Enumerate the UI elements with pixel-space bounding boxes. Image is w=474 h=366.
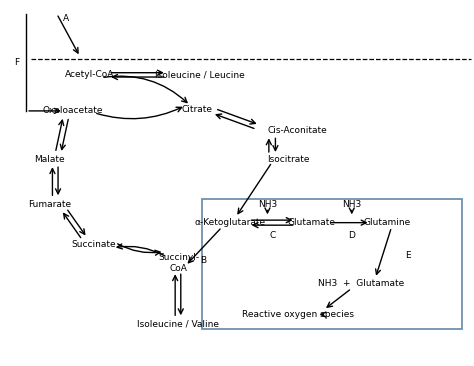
Text: D: D (348, 231, 355, 240)
Text: Reactive oxygen species: Reactive oxygen species (242, 310, 354, 319)
Text: NH3: NH3 (342, 200, 361, 209)
Text: C: C (269, 231, 275, 240)
Text: Glutamate: Glutamate (288, 218, 336, 227)
Text: A: A (63, 15, 69, 23)
Text: Isoleucine / Valine: Isoleucine / Valine (137, 319, 219, 328)
Text: NH3: NH3 (258, 200, 277, 209)
Text: F: F (14, 58, 19, 67)
Text: Malate: Malate (34, 155, 65, 164)
Text: Cis-Aconitate: Cis-Aconitate (267, 126, 327, 135)
Text: B: B (200, 256, 206, 265)
Text: Glutamine: Glutamine (363, 218, 410, 227)
Text: Oxaloacetate: Oxaloacetate (43, 107, 103, 115)
Text: Isocitrate: Isocitrate (267, 155, 310, 164)
Text: Citrate: Citrate (182, 105, 213, 113)
Text: Succinate: Succinate (72, 240, 117, 249)
Text: Succinyl-
CoA: Succinyl- CoA (158, 253, 199, 273)
Text: α-Ketoglutarate: α-Ketoglutarate (194, 218, 265, 227)
Text: Isoleucine / Leucine: Isoleucine / Leucine (155, 70, 245, 79)
Text: Acetyl-CoA: Acetyl-CoA (65, 70, 114, 79)
Text: Fumarate: Fumarate (28, 200, 71, 209)
Text: E: E (405, 251, 411, 259)
Text: NH3  +  Glutamate: NH3 + Glutamate (318, 279, 404, 288)
